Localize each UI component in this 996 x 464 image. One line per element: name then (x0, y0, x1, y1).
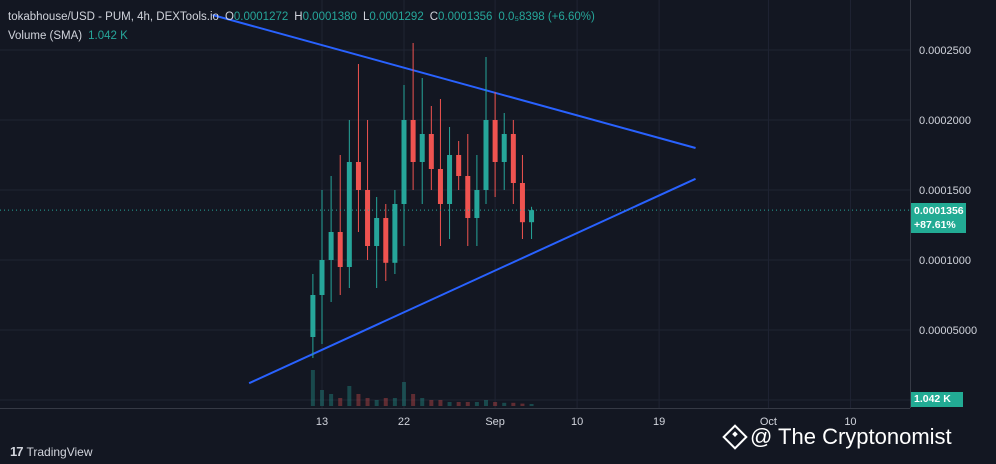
candle-body (419, 134, 425, 162)
watermark-text: @ The Cryptonomist (750, 424, 952, 449)
volume-bar (465, 402, 470, 406)
candle-body (492, 120, 498, 162)
volume-bar (456, 402, 461, 406)
candle-body (456, 155, 462, 176)
tradingview-icon: 17 (10, 444, 24, 459)
volume-bar (392, 398, 397, 406)
candle-body (501, 134, 507, 162)
volume-tag: 1.042 K (911, 392, 963, 407)
candle-body (383, 218, 389, 263)
price-axis-labels: 0.0002500 0.0002000 0.0001500 0.0001000 0.00… (919, 45, 977, 407)
volume-bar (520, 403, 525, 406)
candle-body (428, 134, 434, 169)
open-label: O (224, 11, 234, 23)
time-tick-label: 10 (571, 416, 583, 428)
symbol-title[interactable]: tokabhouse/USD - PUM, 4h, DEXTools.io (8, 11, 219, 23)
volume-bar (511, 402, 516, 406)
price-tick-label: 0.0001000 (919, 255, 971, 267)
time-tick-label: Sep (485, 416, 505, 428)
candle-body (355, 162, 361, 190)
candle-body (365, 190, 371, 246)
candle-body (437, 169, 443, 204)
volume-bar (502, 402, 507, 406)
volume-bar (529, 404, 534, 406)
volume-bar (447, 402, 452, 406)
volume-row: Volume (SMA) 1.042 K (8, 27, 595, 46)
volume-bar (338, 398, 343, 406)
volume-bar (329, 394, 334, 406)
price-axis[interactable]: 0.0002500 0.0002000 0.0001500 0.0001000 0.00… (910, 0, 996, 408)
price-tick-label: 0.0002500 (919, 45, 971, 57)
candle-body (510, 134, 516, 183)
candle-body (410, 120, 416, 162)
tradingview-label: TradingView (26, 444, 93, 459)
price-chart[interactable] (0, 0, 910, 408)
candle-body (519, 183, 525, 223)
price-tick-label: 0.00005000 (919, 325, 977, 337)
time-axis-labels: 13 22 Sep 10 19 Oct 10 (316, 416, 857, 428)
tradingview-logo[interactable]: 17 TradingView (10, 444, 93, 459)
volume-value: 1.042 K (88, 30, 128, 42)
volume-bar (347, 386, 352, 406)
candle-body (401, 120, 407, 204)
price-change-percent: +87.61% (914, 219, 956, 231)
candle-body (337, 232, 343, 267)
volume-bar (420, 398, 425, 406)
candle-body (447, 155, 453, 204)
volume-bar (429, 400, 434, 406)
low-label: L (362, 11, 370, 23)
open-value: 0.0001272 (233, 11, 289, 23)
close-value: 0.0001356 (438, 11, 493, 23)
candle-body (483, 120, 489, 190)
candle-body (529, 210, 535, 223)
footer (0, 434, 996, 464)
current-price-tag: 0.0001356 +87.61% (911, 203, 966, 233)
candle-body (474, 190, 480, 218)
candle-body (328, 232, 334, 260)
volume-bar (438, 400, 443, 406)
high-label: H (294, 11, 303, 23)
candle-body (465, 176, 471, 218)
candle-body (310, 295, 316, 337)
volume-bar (374, 400, 379, 406)
volume-bar (383, 398, 388, 406)
volume-bar (356, 394, 361, 406)
low-value: 0.0001292 (369, 11, 424, 23)
change-value: 0.0₅8398 (+6.60%) (498, 11, 595, 23)
volume-bar (484, 400, 488, 406)
price-tick-label: 0.0001500 (919, 185, 971, 197)
time-tick-label: Oct (760, 416, 777, 428)
chart-area[interactable] (0, 0, 910, 409)
volume-bar (310, 370, 315, 406)
candle-body (346, 162, 352, 267)
volume-bar (320, 390, 324, 406)
volume-bar (365, 398, 370, 406)
current-price: 0.0001356 (914, 205, 964, 217)
volume-label[interactable]: Volume (SMA) (8, 30, 83, 42)
volume-bar (493, 402, 498, 406)
candle-body (319, 260, 325, 295)
volume-bar (411, 394, 416, 406)
volume-bar (474, 402, 479, 406)
trendline-lower (248, 177, 696, 385)
candle-body (374, 218, 380, 246)
time-tick-label: 10 (844, 416, 856, 428)
trendline-upper (212, 14, 696, 149)
binance-diamond-icon (722, 424, 748, 450)
time-axis[interactable]: 13 22 Sep 10 19 Oct 10 (0, 408, 910, 434)
high-value: 0.0001380 (302, 11, 357, 23)
watermark: @ The Cryptonomist (722, 424, 952, 450)
candle-body (392, 204, 398, 263)
volume-bar (402, 382, 406, 406)
price-tick-label: 0.0002000 (919, 115, 971, 127)
close-label: C (429, 11, 439, 23)
time-tick-label: 13 (316, 416, 328, 428)
time-tick-label: 22 (398, 416, 410, 428)
time-tick-label: 19 (653, 416, 665, 428)
